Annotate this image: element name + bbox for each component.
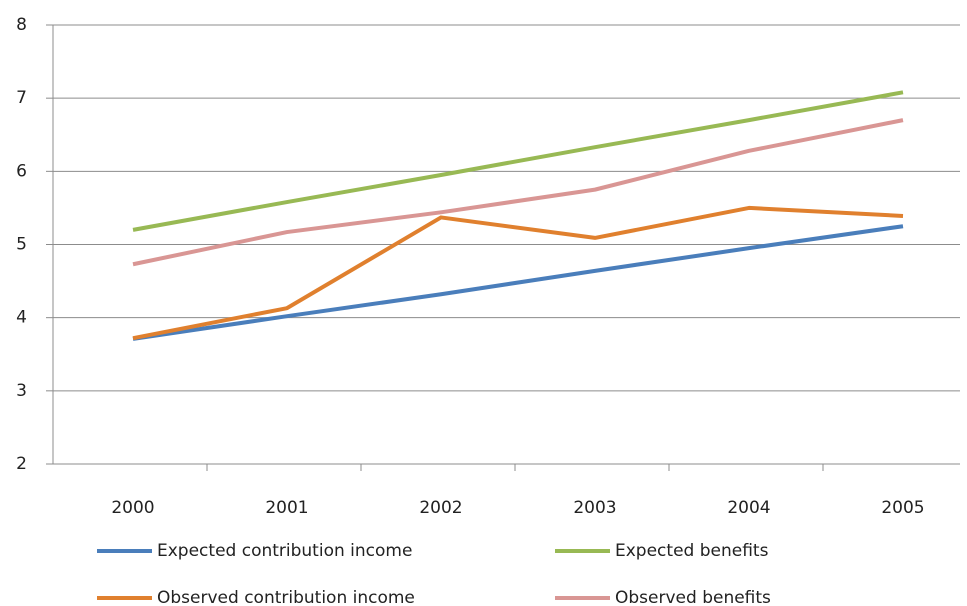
y-tick-label: 2 — [16, 454, 27, 474]
x-tick-label: 2005 — [881, 498, 924, 518]
series-line — [132, 205, 904, 341]
legend-label: Expected contribution income — [157, 541, 412, 561]
x-tick-label: 2002 — [419, 498, 462, 518]
series-line — [132, 118, 904, 267]
y-tick-label: 3 — [16, 381, 27, 401]
y-tick-label: 5 — [16, 235, 27, 255]
y-tick-label: 8 — [16, 15, 27, 35]
series-line — [132, 224, 904, 341]
legend-label: Observed contribution income — [157, 588, 415, 606]
series-line — [132, 90, 904, 232]
legend-label: Expected benefits — [615, 541, 769, 561]
y-tick-label: 6 — [16, 161, 27, 181]
legend-label: Observed benefits — [615, 588, 771, 606]
y-tick-label: 7 — [16, 88, 27, 108]
x-tick-label: 2001 — [265, 498, 308, 518]
x-tick-label: 2000 — [111, 498, 154, 518]
y-tick-label: 4 — [16, 308, 27, 328]
x-tick-label: 2003 — [573, 498, 616, 518]
x-tick-label: 2004 — [727, 498, 770, 518]
